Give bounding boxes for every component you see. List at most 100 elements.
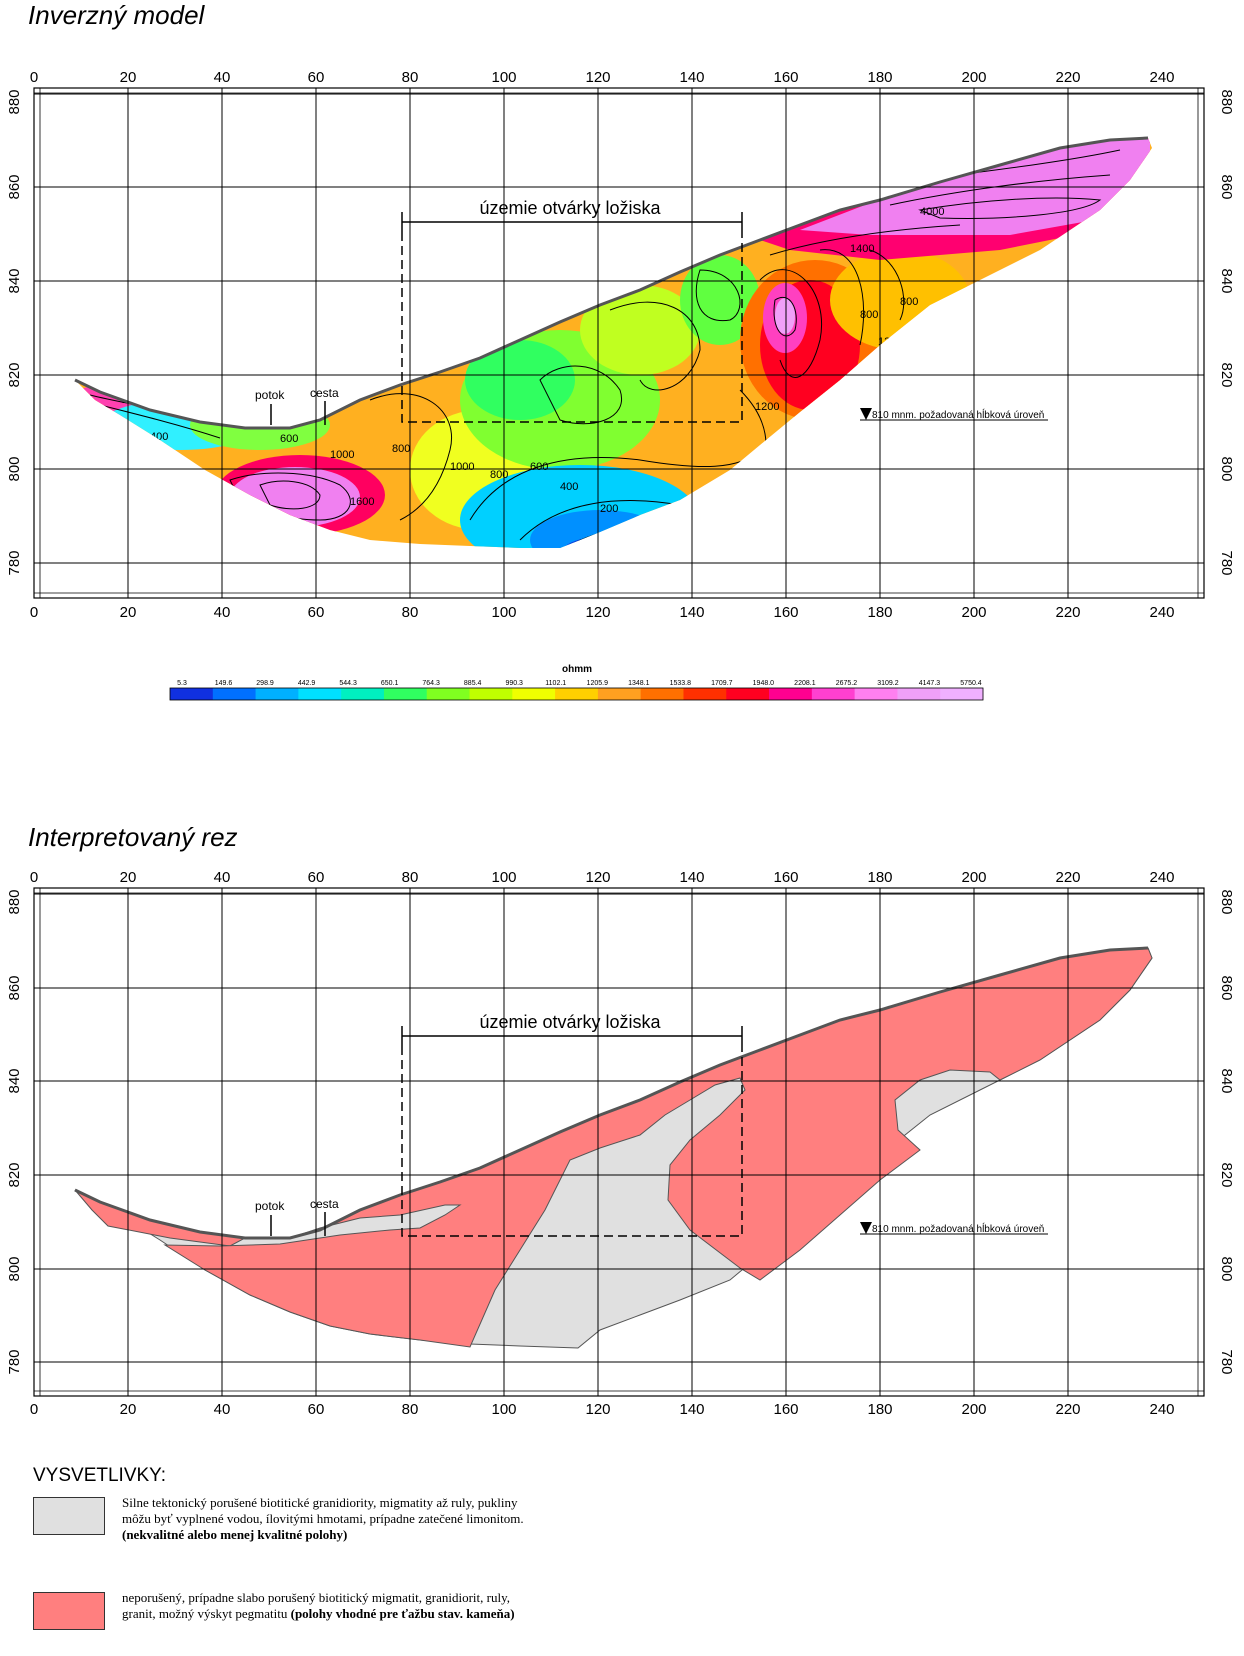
x-tick: 100	[491, 69, 516, 86]
colorbar-tick-label: 1948.0	[753, 680, 775, 687]
colorbar-cell	[298, 688, 342, 700]
y-tick: 840	[1218, 1068, 1235, 1093]
x-tick: 200	[961, 604, 986, 621]
colorbar-cell	[897, 688, 941, 700]
y-tick: 840	[6, 268, 23, 293]
svg-text:4000: 4000	[112, 383, 136, 395]
colorbar-tick-label: 764.3	[422, 680, 440, 687]
colorbar-tick-label: 885.4	[464, 680, 482, 687]
svg-text:800: 800	[860, 309, 878, 321]
x-tick: 100	[491, 604, 516, 621]
svg-text:1000: 1000	[450, 461, 474, 473]
legend-swatch-good	[33, 1592, 105, 1630]
y-tick: 840	[1218, 268, 1235, 293]
x-tick: 80	[402, 869, 419, 886]
y-tick: 800	[1218, 1256, 1235, 1281]
x-tick: 180	[867, 869, 892, 886]
region-label: územie otvárky ložiska	[479, 198, 661, 218]
x-tick: 180	[867, 1401, 892, 1418]
y-tick: 800	[1218, 456, 1235, 481]
y-tick: 880	[6, 889, 23, 914]
y-tick: 860	[1218, 975, 1235, 1000]
svg-text:800: 800	[900, 296, 918, 308]
x-tick: 180	[867, 69, 892, 86]
y-tick: 780	[1218, 1349, 1235, 1374]
x-tick: 60	[308, 69, 325, 86]
colorbar-cell	[854, 688, 898, 700]
colorbar-cell	[170, 688, 214, 700]
colorbar-cell	[811, 688, 856, 700]
x-tick: 120	[585, 604, 610, 621]
colorbar-cell	[512, 688, 556, 700]
svg-text:800: 800	[392, 443, 410, 455]
svg-text:4000: 4000	[920, 206, 944, 218]
y-tick: 780	[6, 550, 23, 575]
y-tick: 860	[6, 174, 23, 199]
x-tick: 60	[308, 869, 325, 886]
x-tick: 60	[308, 604, 325, 621]
colorbar-tick-label: 1348.1	[628, 680, 650, 687]
svg-text:1000: 1000	[330, 449, 354, 461]
colorbar-cell	[597, 688, 642, 700]
colorbar-tick-label: 298.9	[256, 680, 274, 687]
y-tick: 840	[6, 1068, 23, 1093]
x-tick: 180	[867, 604, 892, 621]
colorbar-tick-label: 3109.2	[877, 680, 899, 687]
svg-text:200: 200	[600, 503, 618, 515]
svg-text:400: 400	[560, 481, 578, 493]
colorbar-cell	[383, 688, 428, 700]
x-tick: 0	[30, 869, 38, 886]
x-tick: 220	[1055, 604, 1080, 621]
x-tick: 40	[214, 604, 231, 621]
inverse-model-section: 4000 2000 400 600 1000 800 1000 800 600 …	[6, 69, 1235, 621]
y-tick: 880	[1218, 89, 1235, 114]
x-tick: 40	[214, 1401, 231, 1418]
colorbar-tick-label: 1102.1	[545, 680, 566, 687]
top-title: Inverzný model	[28, 0, 205, 30]
potok-label: potok	[255, 1199, 285, 1213]
y-tick: 880	[1218, 889, 1235, 914]
level-label: 810 mnm. požadovaná hĺbková úroveň	[872, 408, 1044, 421]
x-tick: 160	[773, 869, 798, 886]
y-tick: 820	[6, 362, 23, 387]
x-tick: 20	[120, 869, 137, 886]
x-tick: 40	[214, 869, 231, 886]
y-tick: 780	[1218, 550, 1235, 575]
colorbar-cell	[212, 688, 257, 700]
colorbar-unit: ohmm	[562, 664, 592, 675]
colorbar-tick-label: 1709.7	[711, 680, 733, 687]
x-tick: 80	[402, 69, 419, 86]
y-tick: 820	[1218, 362, 1235, 387]
svg-text:600: 600	[530, 461, 548, 473]
x-tick: 40	[214, 69, 231, 86]
colorbar-cell	[683, 688, 727, 700]
x-tick: 220	[1055, 869, 1080, 886]
colorbar-tick-label: 1533.8	[670, 680, 692, 687]
x-tick: 240	[1149, 604, 1174, 621]
y-tick: 860	[1218, 174, 1235, 199]
colorbar-tick-label: 2208.1	[794, 680, 816, 687]
x-tick: 100	[491, 869, 516, 886]
cesta-label: cesta	[310, 386, 339, 400]
colorbar-cell	[640, 688, 684, 700]
colorbar-tick-label: 442.9	[298, 680, 316, 687]
colorbar-tick-label: 4147.3	[919, 680, 941, 687]
x-tick: 200	[961, 69, 986, 86]
x-tick: 20	[120, 1401, 137, 1418]
x-tick: 140	[679, 869, 704, 886]
x-tick: 100	[491, 1401, 516, 1418]
svg-text:800: 800	[490, 469, 508, 481]
x-tick: 160	[773, 1401, 798, 1418]
x-tick: 0	[30, 604, 38, 621]
x-tick: 200	[961, 869, 986, 886]
x-tick: 200	[961, 1401, 986, 1418]
y-tick: 820	[1218, 1162, 1235, 1187]
colorbar-tick-label: 1205.9	[587, 680, 609, 687]
colorbar-tick-label: 149.6	[215, 680, 233, 687]
y-tick: 800	[6, 1256, 23, 1281]
y-tick: 800	[6, 456, 23, 481]
x-tick: 80	[402, 604, 419, 621]
x-tick: 220	[1055, 69, 1080, 86]
svg-text:400: 400	[150, 431, 168, 443]
x-tick: 160	[773, 604, 798, 621]
